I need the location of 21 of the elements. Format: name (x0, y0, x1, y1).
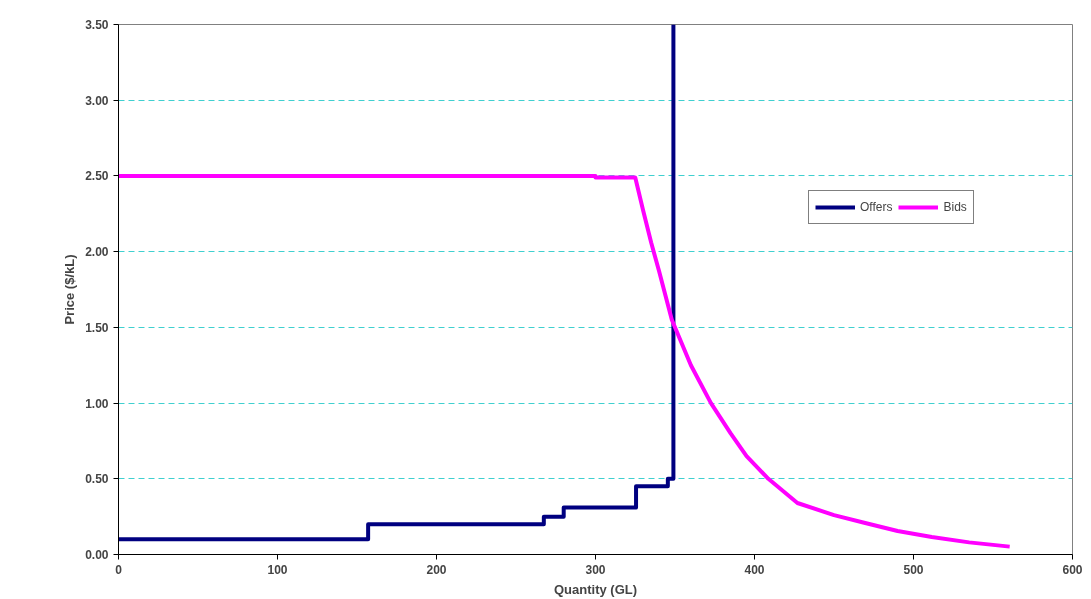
y-tick-label: 2.50 (85, 169, 109, 184)
y-tick-label: 0.50 (85, 472, 109, 487)
y-tick-label: 3.00 (85, 93, 109, 108)
y-tick-label: 2.00 (85, 245, 109, 260)
y-tick-label: 1.50 (85, 320, 109, 335)
x-tick-label: 400 (744, 562, 765, 577)
y-axis-title: Price ($/kL) (62, 254, 78, 325)
x-axis-title: Quantity (GL) (553, 581, 638, 597)
line-series (118, 173, 1012, 549)
x-tick-label: 300 (585, 562, 606, 577)
x-tick-label: 200 (426, 562, 447, 577)
x-tick-label: 100 (267, 562, 288, 577)
y-tick-label: 1.00 (85, 396, 109, 411)
line-series (118, 24, 676, 542)
y-tick-label: 0.00 (85, 548, 109, 562)
legend-label: Offers (860, 200, 893, 214)
y-tick-label: 3.50 (85, 18, 109, 32)
x-tick-label: 0 (115, 562, 123, 577)
x-tick-label: 600 (1062, 562, 1083, 577)
x-tick-label: 500 (903, 562, 924, 577)
legend-label: Bids (943, 200, 967, 214)
